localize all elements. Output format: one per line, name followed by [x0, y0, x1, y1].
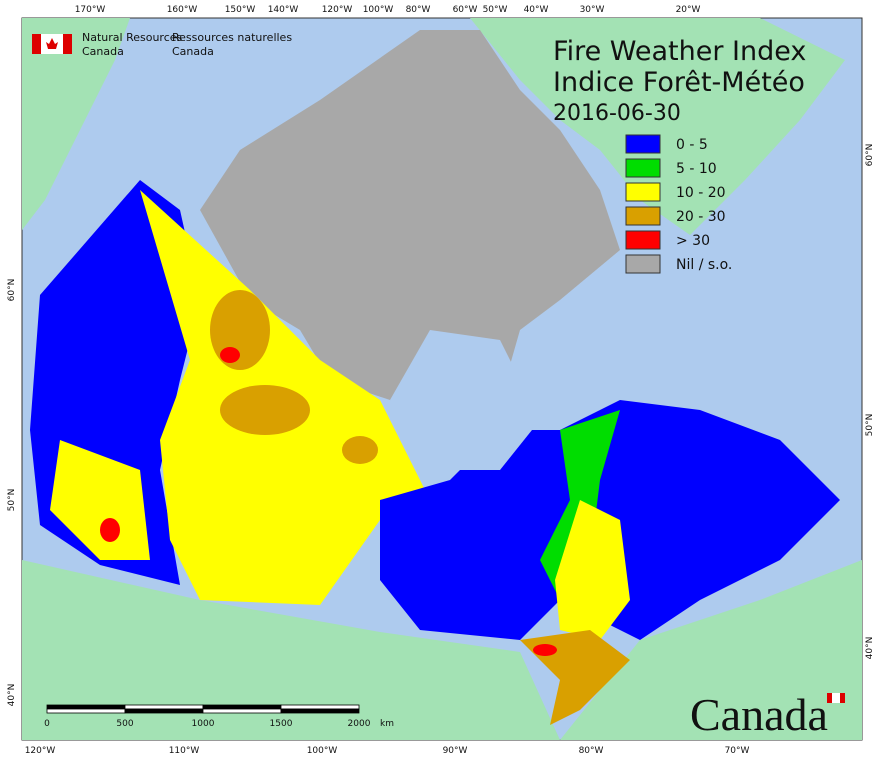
latitude-label: 50°N: [865, 414, 875, 437]
date: 2016-06-30: [553, 101, 681, 126]
scale-label: 1000: [192, 719, 215, 729]
wordmark-flag-field: [832, 693, 840, 703]
flag-bar: [63, 34, 72, 54]
longitude-label: 100°W: [307, 746, 338, 756]
zone: [220, 385, 310, 435]
longitude-label: 80°W: [579, 746, 604, 756]
longitude-label: 150°W: [225, 5, 256, 15]
subtitle: Indice Forêt-Météo: [553, 67, 805, 98]
longitude-label: 100°W: [363, 5, 394, 15]
legend-swatch: [625, 182, 661, 202]
zone: [220, 347, 240, 363]
longitude-label: 90°W: [443, 746, 468, 756]
land: [22, 18, 862, 740]
longitude-label: 110°W: [169, 746, 200, 756]
bc-zone: [50, 440, 150, 560]
title: Fire Weather Index: [553, 36, 806, 67]
zone: [342, 436, 378, 464]
scale-label: 2000: [348, 719, 371, 729]
legend-swatch: [625, 158, 661, 178]
zone: [100, 518, 120, 542]
wordmark: Canada: [690, 689, 828, 740]
scale-segment: [124, 704, 204, 710]
longitude-label: 50°W: [483, 5, 508, 15]
longitude-label: 160°W: [167, 5, 198, 15]
legend-label: 10 - 20: [676, 185, 726, 201]
latitude-label: 60°N: [865, 144, 875, 167]
longitude-label: 70°W: [725, 746, 750, 756]
latitude-label: 40°N: [7, 684, 17, 707]
longitude-label: 60°W: [453, 5, 478, 15]
latitude-label: 50°N: [7, 489, 17, 512]
agency-fr: Ressources naturelles: [172, 31, 292, 44]
longitude-label: 140°W: [268, 5, 299, 15]
longitude-label: 120°W: [25, 746, 56, 756]
scale-unit: km: [380, 719, 394, 729]
greenland: [470, 18, 845, 235]
scale-label: 0: [44, 719, 50, 729]
quebec-yellow: [555, 500, 630, 640]
scale-segment: [280, 704, 360, 710]
scale-segment: [202, 708, 282, 714]
usa-east: [560, 560, 862, 740]
latitude-label: 60°N: [7, 279, 17, 302]
legend-swatch: [625, 134, 661, 154]
longitude-label: 30°W: [580, 5, 605, 15]
legend-label: 0 - 5: [676, 137, 708, 153]
agency-signature: [32, 34, 72, 54]
longitude-label: 120°W: [322, 5, 353, 15]
legend-label: > 30: [676, 233, 710, 249]
agency-en: Natural Resources: [82, 31, 183, 44]
flag-bar: [32, 34, 41, 54]
alaska: [22, 18, 130, 230]
longitude-label: 170°W: [75, 5, 106, 15]
legend-label: Nil / s.o.: [676, 257, 732, 273]
zone: [533, 644, 557, 656]
legend-label: 20 - 30: [676, 209, 726, 225]
longitude-label: 80°W: [406, 5, 431, 15]
agency-en: Canada: [82, 45, 124, 58]
hudson-bay: [390, 330, 540, 470]
scale-segment: [46, 708, 126, 714]
zone: [210, 290, 270, 370]
usa-west: [22, 560, 560, 740]
maple-leaf: [46, 38, 58, 49]
scale-segment: [124, 708, 204, 714]
scale-segment: [202, 704, 282, 710]
longitude-label: 40°W: [524, 5, 549, 15]
legend-label: 5 - 10: [676, 161, 717, 177]
legend-swatch: [625, 230, 661, 250]
scale-label: 1500: [270, 719, 293, 729]
legend-swatch: [625, 254, 661, 274]
scale-segment: [280, 708, 360, 714]
agency-fr: Canada: [172, 45, 214, 58]
longitude-label: 20°W: [676, 5, 701, 15]
scale-segment: [46, 704, 126, 710]
arctic-nil: [200, 30, 620, 430]
legend-swatch: [625, 206, 661, 226]
latitude-label: 40°N: [865, 637, 875, 660]
scale-label: 500: [116, 719, 133, 729]
